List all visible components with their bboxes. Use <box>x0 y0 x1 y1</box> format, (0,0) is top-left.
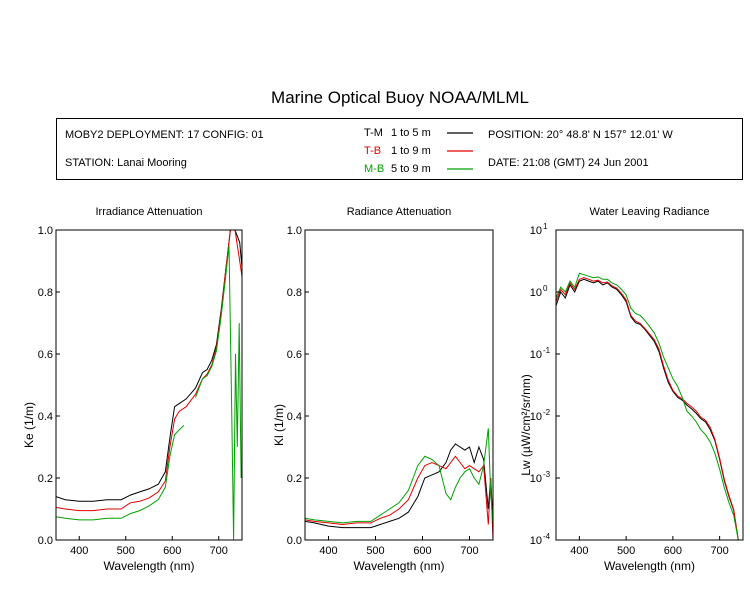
x-tick-label: 400 <box>70 545 88 557</box>
chart-title-irradiance: Irradiance Attenuation <box>95 206 203 218</box>
legend-range-tb: 1 to 9 m <box>391 145 431 157</box>
date-text: DATE: 21:08 (GMT) 24 Jun 2001 <box>488 157 649 169</box>
y-tick-exponent: 1 <box>543 222 548 231</box>
series-line-t-b <box>556 277 741 540</box>
y-tick-exponent: -4 <box>543 532 551 541</box>
x-tick-label: 500 <box>366 545 384 557</box>
x-axis-label: Wavelength (nm) <box>354 559 445 573</box>
series-line-t-b <box>305 455 493 540</box>
y-tick-exponent: -3 <box>543 470 551 479</box>
x-tick-label: 700 <box>710 545 728 557</box>
y-tick-label: 1.0 <box>38 225 53 237</box>
y-tick-label: 0.4 <box>287 411 302 423</box>
x-tick-label: 400 <box>570 545 588 557</box>
y-axis-label: Kl (1/m) <box>272 404 286 446</box>
chart-title-radiance: Radiance Attenuation <box>346 206 452 218</box>
y-tick-label: 10 <box>530 225 542 237</box>
legend-code-tb: T-B <box>364 145 382 157</box>
x-tick-label: 500 <box>117 545 135 557</box>
legend-range-mb: 5 to 9 m <box>391 163 431 175</box>
series-line-t-b <box>56 230 242 512</box>
plot-frame <box>555 229 744 541</box>
legend-code-mb: M-B <box>364 163 385 175</box>
y-axis-label: Lw (µW/cm²/sr/nm) <box>519 374 533 476</box>
y-tick-label: 10 <box>530 473 542 485</box>
y-tick-label: 0.0 <box>38 535 53 547</box>
plot-frame <box>55 229 243 541</box>
series-line-t-m <box>56 230 242 502</box>
y-tick-label: 0.8 <box>287 287 302 299</box>
x-tick-label: 600 <box>664 545 682 557</box>
legend-range-tm: 1 to 5 m <box>391 127 431 139</box>
y-tick-label: 10 <box>530 349 542 361</box>
x-tick-label: 500 <box>617 545 635 557</box>
x-tick-label: 600 <box>413 545 431 557</box>
x-axis-label: Wavelength (nm) <box>104 559 195 573</box>
legend-swatches <box>447 132 473 170</box>
station-text: STATION: Lanai Mooring <box>65 157 187 169</box>
series-line-t-m <box>305 443 493 529</box>
chart-radiance-attenuation: 400 500 600 700 0.0 0.2 0.4 0.6 0.8 1.0 Wavelength… <box>272 225 494 573</box>
info-box: MOBY2 DEPLOYMENT: 17 CONFIG: 01 STATION:… <box>56 118 743 180</box>
y-tick-label: 10 <box>530 535 542 547</box>
y-tick-label: 0.2 <box>38 473 53 485</box>
y-tick-label: 10 <box>530 411 542 423</box>
x-axis-label: Wavelength (nm) <box>604 559 695 573</box>
y-tick-exponent: 0 <box>543 284 548 293</box>
y-tick-label: 0.4 <box>38 411 53 423</box>
y-tick-label: 0.8 <box>38 287 53 299</box>
series-line-m-b <box>195 245 242 540</box>
chart-title-water-leaving: Water Leaving Radiance <box>589 206 710 218</box>
plot-frame <box>304 229 494 541</box>
chart-irradiance-attenuation: 400 500 600 700 0.0 0.2 0.4 0.6 0.8 1.0 Wavelength… <box>22 225 243 573</box>
x-tick-label: 400 <box>319 545 337 557</box>
y-tick-label: 0.6 <box>38 349 53 361</box>
series-line-m-b <box>556 272 741 540</box>
position-text: POSITION: 20° 48.8' N 157° 12.01' W <box>488 129 673 141</box>
y-tick-label: 1.0 <box>287 225 302 237</box>
legend-code-tm: T-M <box>364 127 383 139</box>
x-tick-label: 700 <box>210 545 228 557</box>
deployment-text: MOBY2 DEPLOYMENT: 17 CONFIG: 01 <box>65 129 264 141</box>
y-tick-label: 0.2 <box>287 473 302 485</box>
y-tick-label: 10 <box>530 287 542 299</box>
series-line-t-m <box>556 278 741 540</box>
y-tick-exponent: -1 <box>543 346 551 355</box>
y-tick-label: 0.0 <box>287 535 302 547</box>
y-tick-exponent: -2 <box>543 408 551 417</box>
x-tick-label: 700 <box>460 545 478 557</box>
y-axis-label: Ke (1/m) <box>22 402 36 448</box>
x-tick-label: 600 <box>163 545 181 557</box>
series-line-m-b <box>305 428 493 525</box>
series-line-m-b <box>56 424 185 521</box>
y-tick-label: 0.6 <box>287 349 302 361</box>
page-title: Marine Optical Buoy NOAA/MLML <box>271 88 529 107</box>
